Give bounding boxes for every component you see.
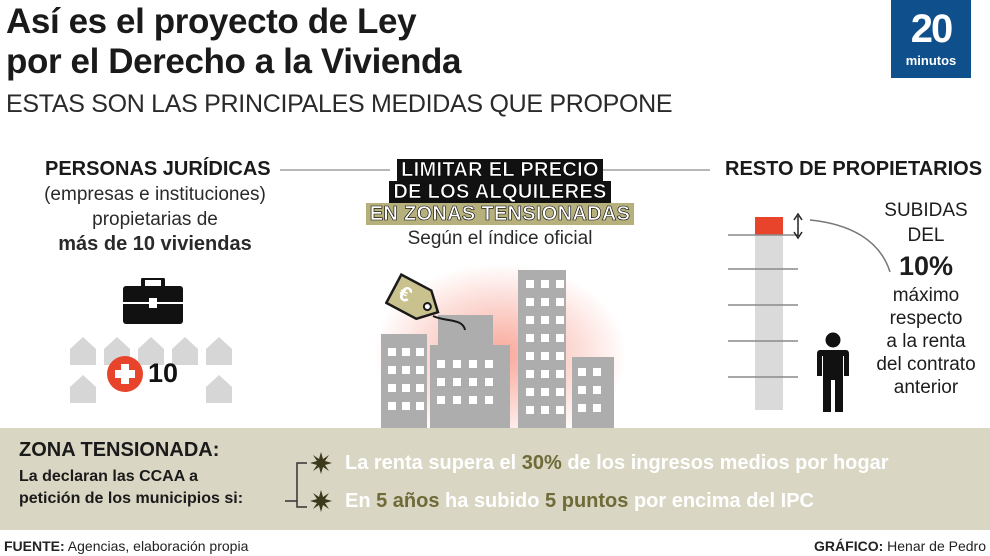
building-3	[430, 345, 510, 428]
divider-right	[600, 169, 710, 171]
zona-description: La declaran las CCAA a petición de los m…	[19, 466, 243, 510]
left-description: (empresas e instituciones) propietarias …	[0, 182, 310, 257]
right-line-6: del contrato	[876, 354, 976, 375]
left-line-2: propietarias de	[92, 209, 218, 230]
divider-left	[280, 169, 390, 171]
source-text: Agencias, elaboración propia	[64, 538, 249, 554]
logo-word: minutos	[905, 53, 957, 68]
zona-title: ZONA TENSIONADA:	[19, 439, 220, 461]
center-banner: LIMITAR EL PRECIO DE LOS ALQUILERES EN Z…	[340, 159, 660, 225]
burst-icon	[310, 490, 332, 512]
logo-number: 20	[910, 7, 954, 51]
left-line-1: (empresas e instituciones)	[44, 184, 266, 205]
plus-icon	[107, 356, 143, 392]
source-label: FUENTE:	[4, 538, 65, 554]
criterion-2-highlight-2: 5 puntos	[545, 490, 629, 512]
zona-desc-line-2: petición de los municipios si:	[19, 490, 244, 507]
left-heading: PERSONAS JURÍDICAS	[45, 158, 271, 180]
criterion-2-highlight-1: 5 años	[376, 490, 440, 512]
criteria-bracket	[285, 462, 307, 508]
burst-icon	[310, 452, 332, 474]
right-line-3: máximo	[892, 285, 960, 306]
footer-credit: GRÁFICO: Henar de Pedro	[814, 538, 986, 554]
banner-line-2: DE LOS ALQUILERES	[389, 181, 611, 203]
right-description: SUBIDAS DEL 10% máximo respecto a la ren…	[862, 198, 990, 399]
zona-desc-line-1: La declaran las CCAA a	[19, 468, 199, 485]
title-line-1: Así es el proyecto de Ley	[6, 2, 417, 41]
right-line-4: respecto	[889, 308, 963, 329]
increase-arrow	[793, 212, 891, 273]
graphic-label: GRÁFICO:	[814, 538, 884, 554]
page-subtitle: ESTAS SON LAS PRINCIPALES MEDIDAS QUE PR…	[6, 90, 673, 118]
left-line-3: más de 10 viviendas	[58, 233, 252, 255]
right-line-5: a la renta	[886, 331, 966, 352]
rent-bar-lines	[728, 217, 798, 378]
right-line-1: SUBIDAS	[884, 200, 968, 221]
building-2-top	[463, 315, 493, 345]
brand-logo: 20 minutos	[891, 0, 971, 78]
price-tag-icon	[385, 272, 466, 331]
right-heading: RESTO DE PROPIETARIOS	[725, 158, 983, 180]
banner-line-1: LIMITAR EL PRECIO	[397, 159, 603, 181]
criterion-2-text-b: ha subido	[439, 490, 546, 512]
building-4	[518, 270, 566, 428]
criterion-2-text-c: por encima del IPC	[628, 490, 814, 512]
building-windows	[388, 280, 601, 414]
title-line-2: por el Derecho a la Vivienda	[6, 42, 462, 81]
briefcase-icon	[123, 278, 183, 324]
right-line-2: DEL	[907, 225, 945, 246]
plus-ten-label: 10	[148, 358, 179, 388]
houses-grid-icon	[70, 337, 232, 403]
rent-bar	[755, 235, 783, 410]
criterion-2-text-a: En	[345, 490, 377, 512]
criterion-1-text-b: de los ingresos medios por hogar	[561, 452, 889, 474]
page-title: Así es el proyecto de Ley por el Derecho…	[6, 2, 461, 82]
criterion-1: La renta supera el 30% de los ingresos m…	[345, 452, 889, 475]
criterion-1-highlight: 30%	[521, 452, 562, 474]
index-note: Según el índice oficial	[407, 228, 593, 249]
right-line-7: anterior	[893, 377, 959, 398]
footer-source: FUENTE: Agencias, elaboración propia	[4, 538, 248, 554]
banner-line-3: EN ZONAS TENSIONADAS	[365, 203, 635, 225]
person-icon	[817, 332, 849, 412]
right-percent: 10%	[898, 251, 954, 281]
zona-band	[0, 428, 990, 530]
criterion-1-text-a: La renta supera el	[345, 452, 522, 474]
graphic-text: Henar de Pedro	[883, 538, 986, 554]
criterion-2: En 5 años ha subido 5 puntos por encima …	[345, 490, 814, 513]
